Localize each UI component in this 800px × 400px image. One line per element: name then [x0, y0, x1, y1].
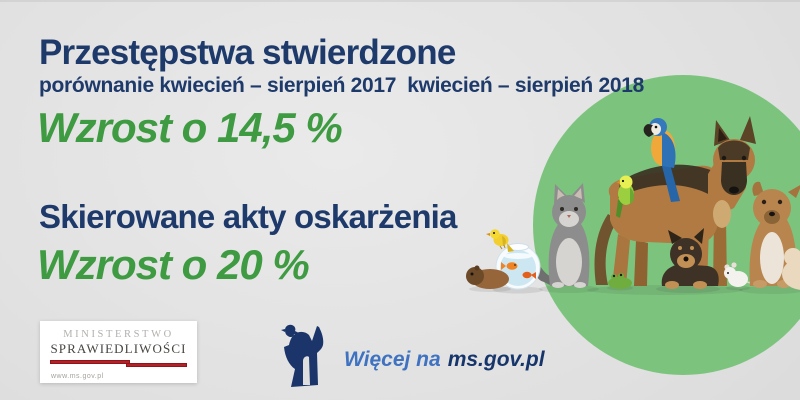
guinea-pig-icon — [466, 265, 509, 289]
maine-coon-cat-icon — [536, 183, 590, 288]
growth-stat-1: Wzrost o 14,5 % — [37, 104, 343, 151]
more-info-callout[interactable]: Więcej na ms.gov.pl — [344, 348, 545, 372]
ministry-name-line1: MINISTERSTWO — [63, 329, 174, 340]
macaw-parrot-icon — [643, 118, 680, 202]
animals-illustration — [466, 116, 800, 295]
cream-kitten-icon — [782, 248, 800, 290]
dog-and-bird-silhouette-icon — [281, 324, 324, 387]
growth-stat-2: Wzrost o 20 % — [37, 241, 310, 288]
lying-puppy-icon — [661, 228, 719, 289]
fishbowl-goldfish-icon — [495, 243, 541, 290]
comparison-subtitle: porównanie kwiecień – sierpień 2017 kwie… — [39, 74, 645, 97]
ms-gov-link[interactable]: ms.gov.pl — [447, 348, 545, 371]
budgie-icon — [616, 175, 635, 218]
ministry-url: www.ms.gov.pl — [51, 373, 104, 380]
main-title: Przestępstwa stwierdzone — [39, 33, 456, 72]
more-info-prefix: Więcej na — [344, 348, 441, 371]
flag-bar-left — [50, 360, 130, 364]
flag-ribbon-icon — [50, 360, 187, 369]
ministry-name-line2: SPRAWIEDLIWOŚCI — [50, 341, 187, 356]
section-title-2: Skierowane akty oskarżenia — [39, 198, 457, 235]
canary-icon — [486, 229, 514, 252]
ministry-logo: MINISTERSTWO SPRAWIEDLIWOŚCI www.ms.gov.… — [40, 321, 197, 383]
white-mouse-icon — [724, 262, 755, 287]
frog-icon — [608, 273, 632, 289]
flag-bar-right — [126, 363, 187, 367]
